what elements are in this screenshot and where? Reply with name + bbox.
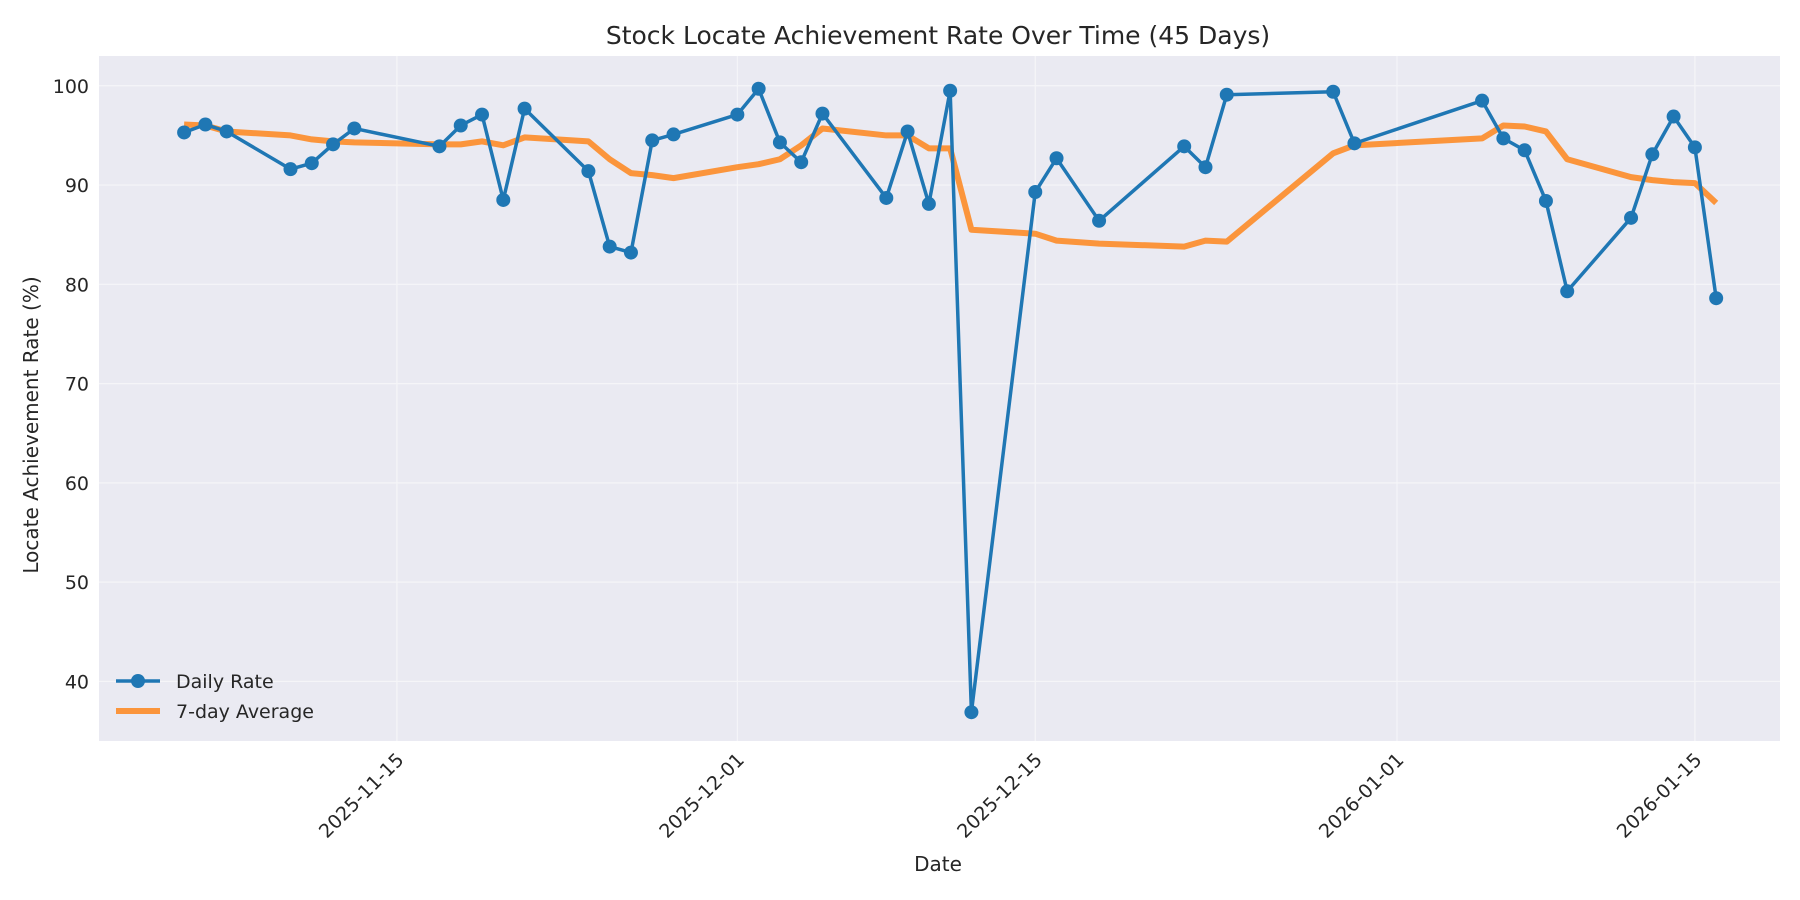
average-polyline [183, 121, 1719, 250]
data-point-marker [623, 245, 638, 260]
data-point-marker [326, 137, 341, 152]
data-point-marker [432, 139, 447, 154]
data-point-marker [304, 156, 319, 171]
data-point-marker [219, 124, 234, 139]
data-point-marker [1092, 213, 1107, 228]
x-tick-label: 2025-12-15 [953, 749, 1047, 843]
plot-area [99, 56, 1780, 741]
x-tick-label: 2025-11-15 [315, 749, 409, 843]
data-point-marker [1687, 140, 1702, 155]
data-point-marker [1049, 151, 1064, 166]
y-tick-label: 60 [65, 473, 89, 495]
data-point-marker [666, 127, 681, 142]
data-point-marker [198, 117, 213, 132]
data-point-marker [1517, 143, 1532, 158]
legend-average-label: 7-day Average [176, 701, 314, 723]
data-point-marker [751, 81, 766, 96]
data-point-marker [943, 83, 958, 98]
data-point-marker [772, 135, 787, 150]
legend-item-seven-day-average: 7-day Average [116, 701, 314, 723]
y-tick-label: 40 [65, 671, 89, 693]
x-tick-label: 2025-12-01 [655, 749, 749, 843]
y-tick-label: 90 [65, 175, 89, 197]
data-point-marker [794, 155, 809, 170]
daily-rate-line [177, 81, 1724, 720]
data-point-marker [1177, 139, 1192, 154]
data-point-marker [1560, 284, 1575, 299]
data-point-marker [1709, 291, 1724, 306]
y-tick-label: 80 [65, 274, 89, 296]
data-point-marker [1666, 109, 1681, 124]
data-point-marker [347, 121, 362, 136]
legend-item-daily-rate: Daily Rate [116, 671, 274, 693]
seven-day-average-line [183, 121, 1719, 250]
y-tick-label: 70 [65, 374, 89, 396]
data-point-marker [1219, 87, 1234, 102]
data-point-marker [900, 124, 915, 139]
x-tick-label: 2026-01-01 [1315, 749, 1409, 843]
chart-title: Stock Locate Achievement Rate Over Time … [606, 21, 1270, 50]
data-point-marker [475, 107, 490, 122]
y-axis-label: Locate Achievement Rate (%) [19, 276, 43, 573]
data-point-marker [645, 133, 660, 148]
x-axis-label: Date [914, 852, 962, 876]
data-point-marker [879, 190, 894, 205]
data-point-marker [453, 118, 468, 133]
data-point-marker [1645, 147, 1660, 162]
legend-daily-label: Daily Rate [176, 671, 274, 693]
data-point-marker [1475, 93, 1490, 108]
data-point-marker [730, 107, 745, 122]
data-point-marker [581, 164, 596, 179]
x-tick-label: 2026-01-15 [1613, 749, 1707, 843]
data-point-marker [1347, 136, 1362, 151]
data-point-marker [1496, 131, 1511, 146]
data-point-marker [1028, 185, 1043, 200]
data-point-marker [1326, 84, 1341, 99]
data-point-marker [1538, 193, 1553, 208]
y-tick-label: 50 [65, 572, 89, 594]
data-point-marker [496, 192, 511, 207]
y-axis-ticks: 40 50 60 70 80 90 100 [53, 76, 89, 694]
data-point-marker [1198, 160, 1213, 175]
data-point-marker [602, 239, 617, 254]
data-point-marker [815, 106, 830, 121]
data-point-marker [283, 162, 298, 177]
x-axis-ticks: 2025-11-15 2025-12-01 2025-12-15 2026-01-01… [315, 749, 1707, 843]
y-tick-label: 100 [53, 76, 89, 98]
data-point-marker [177, 125, 192, 140]
data-point-marker [921, 196, 936, 211]
data-point-marker [1624, 210, 1639, 225]
legend: Daily Rate 7-day Average [116, 671, 314, 723]
legend-daily-marker-icon [131, 674, 145, 688]
data-point-marker [964, 705, 979, 720]
data-point-marker [517, 101, 532, 116]
